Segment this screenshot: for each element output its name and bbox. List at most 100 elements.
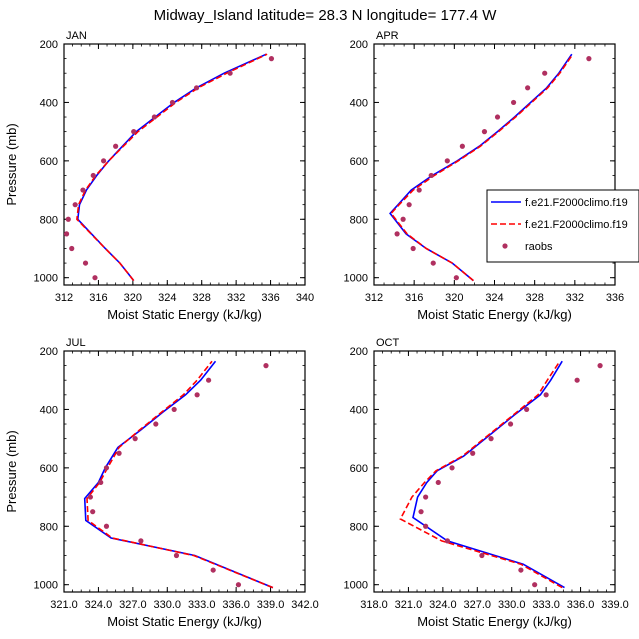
raobs-point <box>494 114 501 120</box>
series-line-dashed <box>390 53 574 282</box>
x-tick-label: 330.0 <box>498 599 526 611</box>
x-tick-label: 332 <box>227 292 245 304</box>
x-tick-label: 312 <box>365 292 383 304</box>
raobs-point <box>428 172 434 179</box>
data-layer <box>83 360 274 589</box>
x-tick-label: 318.0 <box>360 599 388 611</box>
raobs-point <box>65 216 71 222</box>
y-tick-label: 200 <box>40 39 58 51</box>
x-tick-label: 316 <box>89 292 107 304</box>
raobs-point <box>470 450 476 456</box>
series-line-dashed <box>76 53 268 282</box>
x-tick-label: 316 <box>405 292 423 304</box>
x-tick-label: 332 <box>566 292 584 304</box>
raobs-point <box>227 70 233 76</box>
raobs-point <box>206 377 212 383</box>
raobs-point <box>574 377 580 383</box>
raobs-point <box>235 582 242 588</box>
data-layer <box>389 53 592 282</box>
raobs-point <box>153 421 159 427</box>
raobs-point <box>90 509 96 515</box>
x-axis-label: Moist Static Energy (kJ/kg) <box>107 614 262 629</box>
raobs-point <box>138 538 144 544</box>
raobs-point <box>169 99 176 106</box>
panel-label: APR <box>376 30 399 42</box>
figure-title: Midway_Island latitude= 28.3 N longitude… <box>154 7 498 24</box>
raobs-point <box>507 421 514 427</box>
x-axis-label: Moist Static Energy (kJ/kg) <box>417 614 572 629</box>
x-tick-label: 324.0 <box>429 599 457 611</box>
raobs-point <box>532 582 538 588</box>
panel-label: OCT <box>376 337 400 349</box>
x-tick-label: 327.0 <box>464 599 492 611</box>
x-tick-label: 336.0 <box>222 599 250 611</box>
x-tick-label: 339.0 <box>257 599 285 611</box>
raobs-point <box>193 85 200 91</box>
y-tick-label: 1000 <box>34 580 58 592</box>
plot-frame <box>63 43 306 286</box>
raobs-point <box>406 202 412 208</box>
panel-label: JAN <box>66 30 87 42</box>
y-axis-label: Pressure (mb) <box>4 123 19 205</box>
y-tick-label: 800 <box>350 214 368 226</box>
series-line-dashed <box>86 360 274 589</box>
x-tick-label: 328 <box>525 292 543 304</box>
raobs-point <box>132 436 138 442</box>
y-tick-label: 400 <box>40 404 58 416</box>
raobs-point <box>80 187 86 193</box>
x-axis-label: Moist Static Energy (kJ/kg) <box>417 307 572 322</box>
panels: JAN 312 316 320 324 328 332 336 340 200 400 600 800 1… <box>4 30 629 629</box>
y-tick-label: 200 <box>350 346 368 358</box>
raobs-point <box>459 143 465 149</box>
y-tick-label: 600 <box>350 156 368 168</box>
raobs-point <box>525 85 531 91</box>
legend-label: raobs <box>525 241 553 253</box>
panel-jul: JUL 321.0 324.0 327.0 330.0 333.0 336.0 339.0 34… <box>4 337 319 629</box>
raobs-point <box>444 158 450 164</box>
raobs-point <box>453 275 459 281</box>
raobs-point <box>510 99 517 106</box>
raobs-point <box>410 245 416 252</box>
x-tick-label: 340 <box>296 292 314 304</box>
plot-frame <box>63 350 306 593</box>
x-tick-label: 336.0 <box>567 599 595 611</box>
x-tick-label: 327.0 <box>119 599 147 611</box>
x-tick-label: 321.0 <box>395 599 423 611</box>
raobs-point <box>268 56 275 62</box>
raobs-point <box>90 172 96 179</box>
x-tick-label: 328 <box>193 292 211 304</box>
raobs-point <box>394 231 400 237</box>
raobs-point <box>103 523 110 529</box>
raobs-point <box>586 56 592 62</box>
raobs-point <box>400 216 406 222</box>
x-tick-label: 330.0 <box>154 599 182 611</box>
raobs-point <box>171 406 177 413</box>
raobs-point <box>72 202 78 208</box>
raobs-point <box>542 70 548 76</box>
series-line-solid <box>412 360 565 589</box>
raobs-point <box>444 538 451 544</box>
raobs-point <box>98 479 104 486</box>
raobs-point <box>69 245 75 252</box>
x-tick-label: 333.0 <box>188 599 216 611</box>
x-tick-label: 333.0 <box>532 599 560 611</box>
x-tick-label: 336 <box>606 292 624 304</box>
raobs-point <box>92 275 98 281</box>
raobs-point <box>481 129 488 135</box>
y-tick-label: 200 <box>350 39 368 51</box>
legend-marker <box>502 243 508 249</box>
raobs-point <box>543 392 549 398</box>
panel-apr: APR 312 316 320 324 328 332 336 200 400 600 800 1000… <box>344 30 625 322</box>
raobs-point <box>173 552 180 559</box>
panel-label: JUL <box>66 337 86 349</box>
x-tick-label: 324.0 <box>85 599 113 611</box>
legend-label: f.e21.F2000climo.f19 <box>525 219 628 231</box>
raobs-point <box>87 494 93 500</box>
raobs-point <box>524 406 530 413</box>
raobs-point <box>194 392 200 398</box>
x-tick-label: 336 <box>261 292 279 304</box>
x-tick-label: 324 <box>158 292 176 304</box>
raobs-point <box>430 260 436 266</box>
x-tick-label: 342.0 <box>291 599 319 611</box>
